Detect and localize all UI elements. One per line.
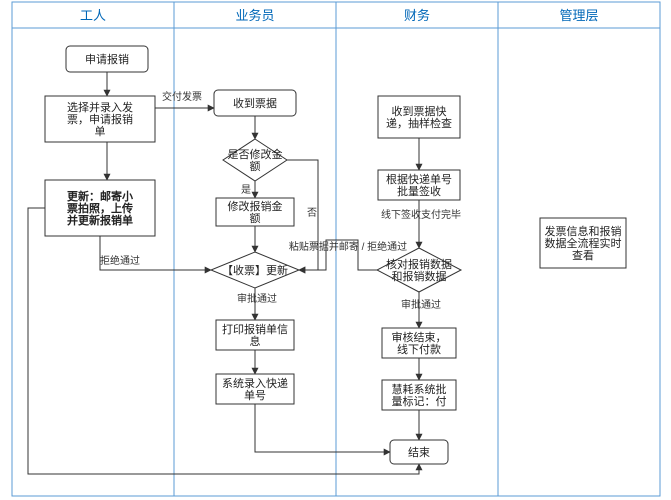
node-label: 结束 [408, 446, 430, 459]
edge-n_batch-n_check: 线下签收支付完毕 [381, 200, 461, 248]
edge-n_select-n_recv: 交付发票 [155, 90, 214, 108]
node-label: 是否修改金额 [228, 147, 283, 173]
swimlane-header-worker: 工人 [80, 8, 106, 23]
node-n_apply: 申请报销 [66, 46, 148, 72]
node-label: 更新：邮寄小票拍照，上传并更新报销单 [67, 189, 133, 227]
edge-n_check-n_pay: 审批通过 [401, 292, 441, 328]
edge-label: 线下签收支付完毕 [381, 208, 461, 221]
edge-label: 拒绝通过 [100, 254, 140, 267]
edge-n_modifyq-n_modify: 是 [241, 181, 255, 198]
node-label: 审核结束，线下付款 [392, 330, 447, 356]
edge-label: 审批通过 [401, 298, 441, 311]
node-n_print: 打印报销单信息 [216, 320, 294, 350]
node-n_select: 选择并录入发票，申请报销单 [45, 96, 155, 142]
flowchart-canvas: 工人 业务员 财务 管理层 交付发票是否拒绝通过审批通过 线下签收支付完毕粘贴票据并邮寄… [0, 0, 671, 500]
node-n_batch: 根据快递单号批量签收 [378, 170, 460, 200]
swimlane-header-clerk: 业务员 [235, 8, 274, 23]
swimlane-header-mgmt: 管理层 [559, 8, 598, 23]
edge-n_update_c-n_print: 审批通过 [237, 288, 277, 320]
node-n_mark: 慧耗系统批量标记：付 [382, 380, 456, 410]
node-n_end: 结束 [390, 440, 448, 464]
edge-n_express-n_end [255, 404, 390, 452]
node-n_modify: 修改报销金额 [216, 198, 294, 226]
node-label: 核对报销数据和报销数据 [386, 257, 452, 283]
node-n_pay: 审核结束，线下付款 [382, 328, 456, 358]
node-label: 【收票】更新 [222, 263, 288, 277]
edge-label: 交付发票 [162, 90, 202, 103]
edge-label: 审批通过 [237, 292, 277, 305]
node-label: 收到票据 [233, 96, 277, 110]
edge-label: 是 [241, 184, 251, 196]
node-n_mgmt: 发票信息和报销数据全流程实时查看 [540, 218, 626, 268]
node-label: 收到票据快递，抽样检查 [386, 104, 452, 130]
node-label: 申请报销 [85, 52, 129, 66]
node-n_update_c: 【收票】更新 [211, 252, 299, 288]
node-label: 慧耗系统批量标记：付 [392, 382, 447, 408]
edge-label: 粘贴票据并邮寄 / 拒绝通过 [289, 240, 407, 253]
edge-label: 否 [307, 207, 317, 219]
swimlane-worker: 工人 [12, 2, 174, 496]
edge-n_update_w-n_update_c: 拒绝通过 [100, 236, 211, 270]
node-n_check: 核对报销数据和报销数据 [377, 248, 461, 292]
node-n_modifyq: 是否修改金额 [223, 139, 287, 181]
swimlane-header-finance: 财务 [404, 8, 430, 23]
node-n_update_w: 更新：邮寄小票拍照，上传并更新报销单 [45, 180, 155, 236]
node-n_recvexp: 收到票据快递，抽样检查 [378, 96, 460, 138]
node-n_express: 系统录入快递单号 [216, 374, 294, 404]
node-n_recv: 收到票据 [214, 90, 296, 116]
